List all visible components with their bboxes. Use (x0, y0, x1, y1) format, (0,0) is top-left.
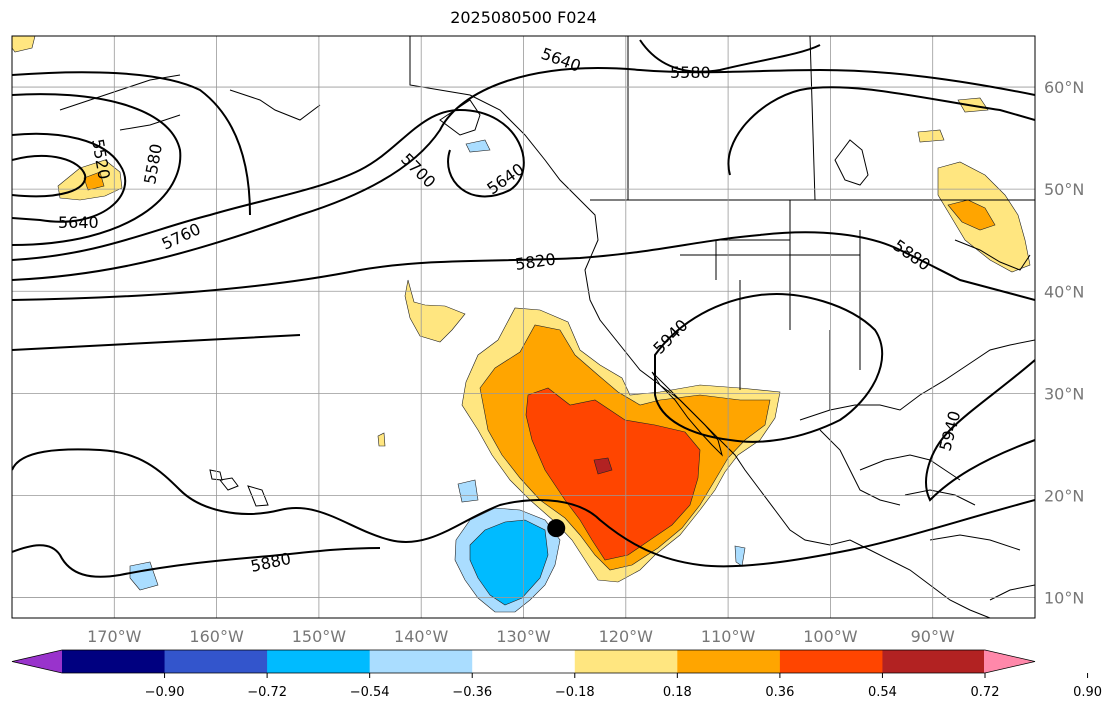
colorbar-tick-label: −0.90 (145, 685, 185, 700)
longitude-tick-label: 170°W (87, 627, 142, 646)
latitude-tick-label: 10°N (1044, 589, 1084, 608)
colorbar-tick-label: 0.54 (868, 685, 897, 700)
colorbar-swatch (779, 650, 883, 673)
latitude-tick-label: 40°N (1044, 282, 1084, 301)
longitude-tick-label: 90°W (911, 627, 955, 646)
coastlines (59, 36, 1035, 618)
longitude-tick-label: 130°W (496, 627, 551, 646)
map-frame (11, 35, 1036, 619)
colorbar-swatch (882, 650, 986, 673)
colorbar-tick-label: 0.36 (765, 685, 794, 700)
longitude-tick-label: 100°W (803, 627, 858, 646)
colorbar-swatch (62, 650, 166, 673)
map-area: 5640 5580 5520 5580 5640 5700 5760 5640 … (12, 36, 1035, 618)
colorbar-tick-label: 0.18 (663, 685, 692, 700)
colorbar-swatch (267, 650, 371, 673)
colorbar-swatch (369, 650, 473, 673)
longitude-tick-label: 140°W (394, 627, 449, 646)
latitude-tick-label: 20°N (1044, 486, 1084, 505)
colorbar-extend-low (12, 650, 63, 673)
colorbar-outline (11, 649, 1036, 674)
colorbar-tick-label: 0.72 (971, 685, 1000, 700)
map-title: 2025080500 F024 (450, 8, 597, 27)
longitude-tick-label: 150°W (292, 627, 347, 646)
contour-label: 5580 (670, 63, 711, 82)
latitude-tick-label: 60°N (1044, 78, 1084, 97)
latitude-tick-label: 30°N (1044, 384, 1084, 403)
colorbar-tick-label: −0.18 (555, 685, 595, 700)
contour-label: 5640 (58, 213, 99, 232)
longitude-tick-label: 110°W (701, 627, 756, 646)
longitude-axis: 170°W 160°W 150°W 140°W 130°W 120°W 110°W 100°W… (87, 627, 955, 646)
colorbar-swatch (164, 650, 268, 673)
colorbar-swatch (472, 650, 576, 673)
longitude-tick-label: 160°W (189, 627, 244, 646)
anomaly-shading (12, 36, 1031, 613)
colorbar-tick-label: 0.90 (1073, 685, 1102, 700)
colorbar-tick-label: −0.54 (350, 685, 390, 700)
height-contours (12, 39, 1035, 578)
longitude-tick-label: 120°W (599, 627, 654, 646)
storm-position-marker (547, 519, 566, 538)
colorbar: −0.90 −0.72 −0.54 −0.36 −0.18 0.18 0.36 0.54 0.7… (11, 649, 1102, 700)
colorbar-tick-label: −0.72 (247, 685, 287, 700)
latitude-axis: 60°N 50°N 40°N 30°N 20°N 10°N (1044, 78, 1084, 608)
colorbar-tick-label: −0.36 (452, 685, 492, 700)
colorbar-swatch (574, 650, 678, 673)
colorbar-swatch (677, 650, 781, 673)
gridlines (12, 36, 1035, 618)
latitude-tick-label: 50°N (1044, 180, 1084, 199)
colorbar-extend-high (984, 650, 1035, 673)
